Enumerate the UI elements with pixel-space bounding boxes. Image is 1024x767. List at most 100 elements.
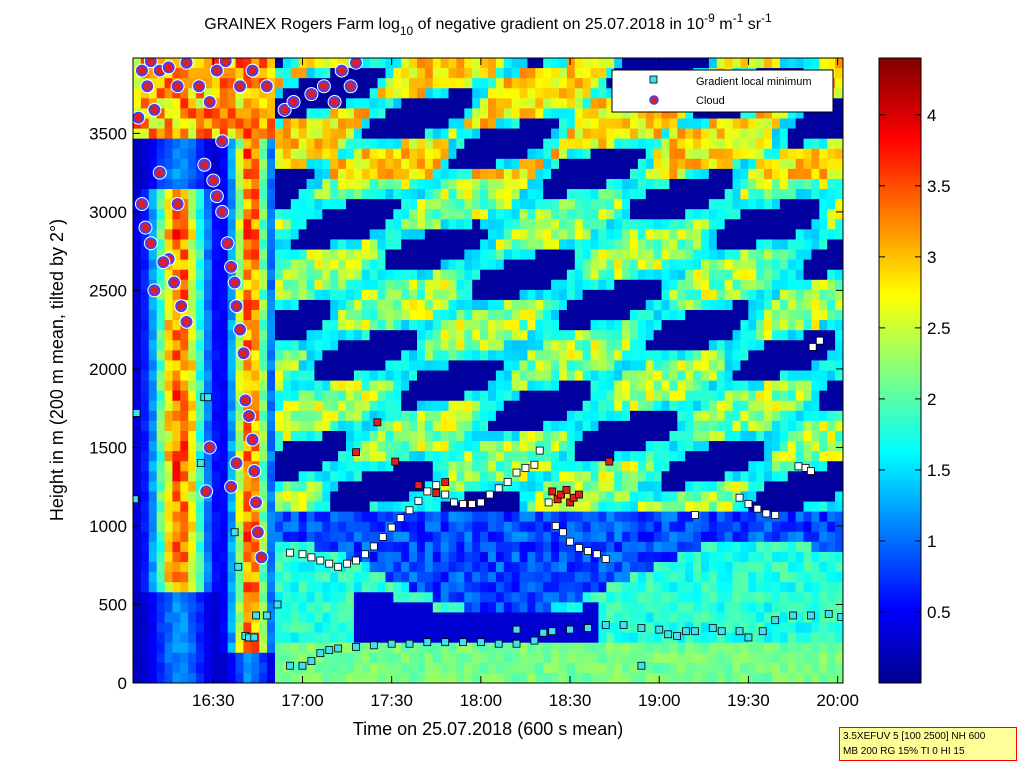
heatmap-cell (716, 652, 726, 664)
heatmap-cell (196, 178, 205, 190)
heatmap-cell (314, 511, 323, 523)
heatmap-cell (204, 320, 213, 331)
heatmap-cell (369, 168, 379, 180)
heatmap-cell (432, 219, 442, 230)
heatmap-cell (306, 672, 316, 683)
heatmap-cell (298, 138, 308, 150)
heatmap-cell (369, 572, 379, 583)
heatmap-cell (543, 360, 552, 372)
heatmap-cell (669, 481, 678, 493)
heatmap-cell (701, 289, 710, 301)
heatmap-cell (219, 501, 229, 513)
heatmap-cell (732, 158, 742, 170)
heatmap-cell (740, 360, 749, 372)
heatmap-cell (598, 672, 607, 683)
heatmap-cell (503, 461, 513, 472)
heatmap-cell (188, 128, 197, 140)
heatmap-cell (472, 249, 481, 261)
heatmap-cell (417, 78, 426, 89)
heatmap-cell (275, 521, 284, 533)
heatmap-cell (133, 279, 142, 291)
heatmap-cell (740, 229, 749, 241)
heatmap-cell (527, 410, 536, 422)
heatmap-cell (275, 582, 284, 593)
heatmap-cell (432, 98, 442, 109)
heatmap-cell (480, 289, 489, 301)
heatmap-cell (235, 58, 245, 69)
heatmap-cell (764, 310, 773, 321)
heatmap-cell (566, 471, 576, 482)
heatmap-cell (464, 471, 473, 482)
heatmap-cell (669, 330, 678, 341)
heatmap-cell (346, 602, 355, 614)
heatmap-cell (188, 481, 197, 493)
heatmap-cell (424, 239, 434, 251)
heatmap-cell (251, 239, 260, 251)
heatmap-cell (275, 158, 284, 170)
heatmap-cell (456, 128, 465, 140)
heatmap-cell (219, 320, 229, 331)
heatmap-cell (440, 360, 450, 372)
heatmap-cell (188, 652, 197, 664)
heatmap-cell (543, 330, 552, 341)
heatmap-cell (156, 219, 166, 230)
heatmap-cell (369, 390, 379, 402)
heatmap-cell (148, 521, 158, 533)
heatmap-cell (361, 471, 371, 482)
heatmap-cell (377, 400, 387, 412)
heatmap-cell (306, 58, 316, 69)
heatmap-cell (732, 481, 742, 493)
heatmap-cell (527, 471, 536, 482)
heatmap-cell (740, 451, 749, 462)
heatmap-cell (338, 320, 347, 331)
heatmap-cell (464, 572, 473, 583)
heatmap-cell (653, 199, 663, 210)
heatmap-cell (503, 430, 513, 442)
heatmap-cell (140, 662, 150, 674)
heatmap-cell (306, 521, 316, 533)
heatmap-cell (637, 209, 647, 220)
heatmap-cell (298, 259, 308, 271)
heatmap-cell (338, 582, 347, 593)
heatmap-cell (330, 451, 339, 462)
heatmap-cell (251, 330, 260, 341)
heatmap-cell (645, 622, 655, 634)
heatmap-cell (511, 501, 521, 513)
heatmap-cell (251, 602, 260, 614)
heatmap-cell (456, 672, 465, 683)
heatmap-cell (724, 310, 734, 321)
heatmap-cell (259, 289, 268, 301)
heatmap-cell (543, 451, 552, 462)
heatmap-cell (669, 299, 678, 311)
heatmap-cell (677, 370, 686, 382)
heatmap-cell (204, 551, 213, 563)
heatmap-cell (606, 320, 615, 331)
heatmap-cell (488, 430, 497, 442)
heatmap-cell (503, 98, 513, 109)
heatmap-cell (322, 330, 331, 341)
heatmap-cell (764, 118, 773, 130)
heatmap-cell (716, 521, 726, 533)
heatmap-cell (330, 652, 339, 664)
heatmap-cell (551, 672, 560, 683)
heatmap-cell (519, 410, 529, 422)
heatmap-cell (480, 320, 489, 331)
heatmap-cell (188, 511, 197, 523)
heatmap-cell (353, 562, 363, 573)
heatmap-cell (637, 128, 647, 140)
heatmap-cell (708, 279, 718, 291)
heatmap-cell (204, 592, 213, 603)
heatmap-cell (701, 410, 710, 422)
heatmap-cell (298, 340, 308, 351)
heatmap-cell (235, 68, 245, 79)
heatmap-cell (645, 219, 655, 230)
heatmap-cell (566, 249, 576, 261)
heatmap-cell (535, 551, 544, 563)
heatmap-cell (653, 521, 663, 533)
heatmap-cell (543, 78, 552, 89)
heatmap-cell (645, 551, 655, 563)
heatmap-cell (204, 471, 213, 482)
heatmap-cell (290, 441, 300, 452)
heatmap-cell (211, 370, 221, 382)
heatmap-cell (180, 501, 189, 513)
